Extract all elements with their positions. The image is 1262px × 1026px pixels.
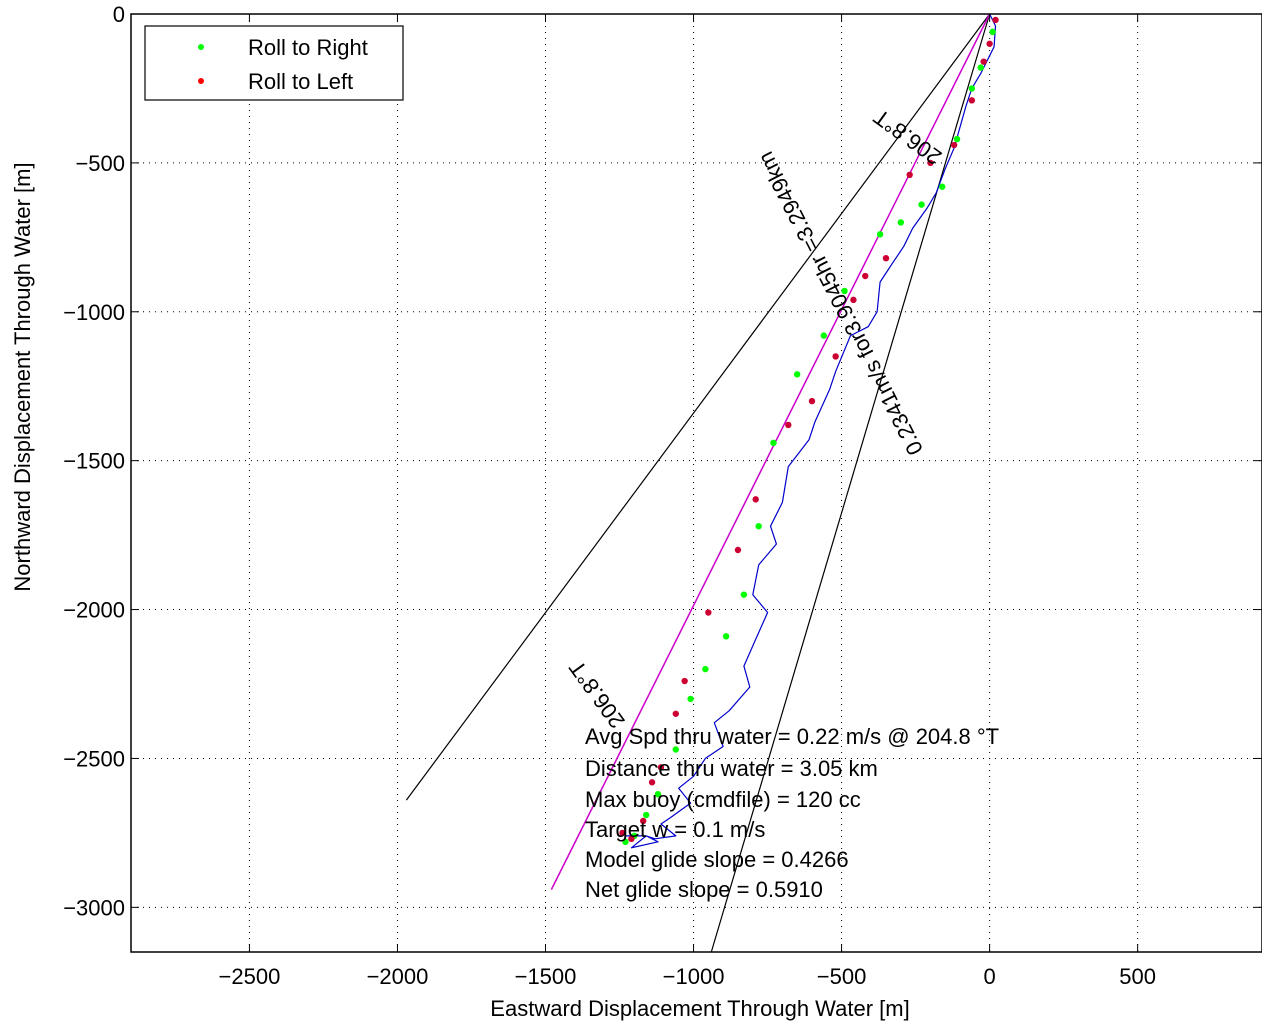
roll-right-point <box>876 231 884 238</box>
roll-left-point <box>906 171 913 178</box>
angle-ray <box>710 13 991 953</box>
legend-box <box>144 25 404 101</box>
x-tick-label: 0 <box>983 964 995 989</box>
x-tick-label: −2000 <box>367 964 429 989</box>
stats-annotation: Avg Spd thru water = 0.22 m/s @ 204.8 °T… <box>585 724 999 902</box>
roll-left-point <box>734 546 742 554</box>
stats-line-5: Model glide slope = 0.4266 <box>585 847 849 872</box>
stats-line-3: Max buoy (cmdfile) = 120 cc <box>585 787 861 812</box>
y-tick-label: 0 <box>113 2 125 27</box>
roll-left-point <box>950 141 958 149</box>
roll-left-point <box>672 710 679 717</box>
roll-left-point <box>862 272 869 280</box>
roll-left-point <box>832 353 839 360</box>
roll-left-point <box>681 677 688 685</box>
roll-right-point <box>897 219 904 226</box>
roll-left-point <box>705 609 712 616</box>
roll-right-point <box>702 665 709 673</box>
roll-right-point <box>722 633 730 640</box>
x-tick-label: −2500 <box>219 964 281 989</box>
roll-right-point <box>989 28 996 36</box>
x-tick-label: 500 <box>1119 964 1156 989</box>
roll-right-point <box>968 85 976 92</box>
roll-right-point <box>953 135 961 143</box>
angle-ray <box>405 13 991 801</box>
roll-left-point <box>628 835 635 843</box>
y-tick-label: −2500 <box>63 746 125 771</box>
roll-right-point <box>622 838 629 846</box>
y-tick-label: −2000 <box>63 598 125 623</box>
roll-right-point <box>687 695 694 703</box>
stats-line-4: Target w = 0.1 m/s <box>585 817 765 842</box>
stats-line-2: Distance thru water = 3.05 km <box>585 756 878 781</box>
roll-left-point <box>619 829 626 837</box>
roll-left-point <box>657 764 665 771</box>
roll-left-point <box>927 159 934 167</box>
roll-right-point <box>918 201 925 208</box>
roll-right-point <box>820 332 828 339</box>
legend-label-roll-right: Roll to Right <box>248 35 368 60</box>
stats-line-1: Avg Spd thru water = 0.22 m/s @ 204.8 °T <box>585 724 999 749</box>
angle-rays <box>405 13 991 953</box>
x-tick-label: −1500 <box>515 964 577 989</box>
legend-marker-roll-left <box>198 78 204 84</box>
x-tick-label: −500 <box>817 964 867 989</box>
roll-right-point <box>642 811 650 819</box>
roll-right-point <box>793 371 801 378</box>
roll-left-point <box>850 296 857 304</box>
series-line-heading <box>550 13 991 890</box>
roll-points <box>619 16 999 846</box>
roll-right-point <box>654 790 662 798</box>
plot-frame <box>130 13 1262 953</box>
roll-right-point <box>977 64 984 71</box>
y-tick-label: −3000 <box>63 895 125 920</box>
roll-left-point <box>992 16 999 24</box>
roll-left-point <box>980 58 987 65</box>
roll-right-point <box>755 522 762 530</box>
roll-left-point <box>968 97 976 104</box>
legend: Roll to Right Roll to Left <box>144 25 404 101</box>
stats-line-6: Net glide slope = 0.5910 <box>585 877 823 902</box>
roll-right-point <box>740 591 748 598</box>
x-tick-label: −1000 <box>663 964 725 989</box>
grid <box>131 13 1262 952</box>
roll-right-point <box>841 287 848 295</box>
legend-marker-roll-right <box>198 44 204 50</box>
roll-left-point <box>882 254 890 262</box>
roll-left-point <box>986 40 993 47</box>
roll-left-point <box>648 779 656 786</box>
roll-left-point <box>808 397 816 405</box>
y-tick-label: −500 <box>75 151 125 176</box>
roll-left-point <box>752 496 759 503</box>
roll-left-point <box>785 421 792 429</box>
y-tick-label: −1500 <box>63 449 125 474</box>
roll-left-point <box>640 817 647 825</box>
roll-right-point <box>770 439 777 446</box>
roll-right-point <box>939 183 946 190</box>
y-axis-label: Northward Displacement Through Water [m] <box>10 162 35 591</box>
legend-label-roll-left: Roll to Left <box>248 69 353 94</box>
y-tick-label: −1000 <box>63 300 125 325</box>
x-axis-label: Eastward Displacement Through Water [m] <box>490 996 909 1021</box>
roll-right-point <box>672 746 679 753</box>
axis-ticks: −2500 −2000 −1500 −1000 −500 0 500 0 −500 −1000 −1… <box>63 2 1262 989</box>
